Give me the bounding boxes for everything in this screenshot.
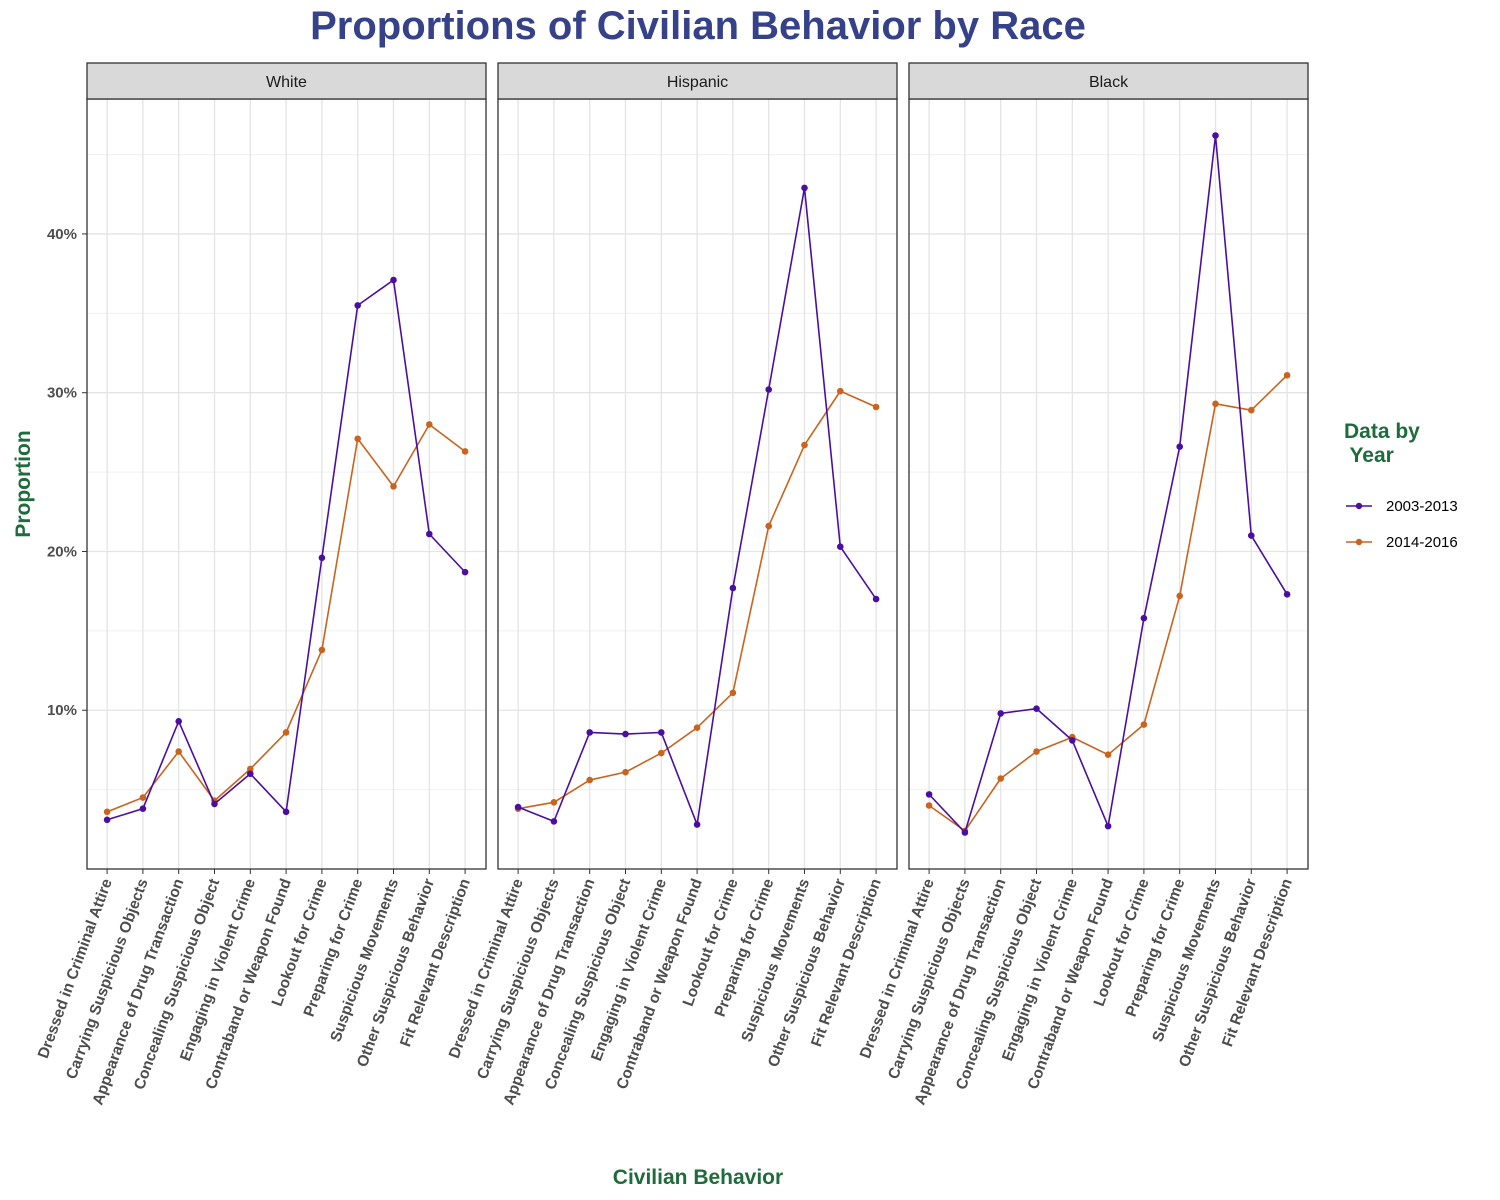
point-black-2003-2013-5 xyxy=(1104,822,1112,830)
point-black-2003-2013-4 xyxy=(1069,737,1076,744)
point-hispanic-2014-2016-4 xyxy=(658,749,665,757)
chart-title: Proportions of Civilian Behavior by Race xyxy=(310,4,1086,48)
point-hispanic-2014-2016-5 xyxy=(693,724,701,732)
point-black-2014-2016-6 xyxy=(1140,721,1148,728)
point-black-2014-2016-8 xyxy=(1212,400,1219,408)
point-black-2003-2013-8 xyxy=(1212,132,1219,139)
point-hispanic-2003-2013-6 xyxy=(729,584,737,592)
point-hispanic-2014-2016-10 xyxy=(872,403,880,411)
point-white-2014-2016-5 xyxy=(282,729,290,736)
point-white-2014-2016-8 xyxy=(390,483,397,490)
point-black-2014-2016-9 xyxy=(1248,406,1255,414)
point-black-2014-2016-0 xyxy=(925,802,933,809)
point-white-2003-2013-7 xyxy=(354,302,362,309)
point-white-2003-2013-8 xyxy=(390,276,397,284)
point-hispanic-2003-2013-4 xyxy=(658,729,665,736)
point-white-2014-2016-4 xyxy=(247,765,254,773)
point-black-2003-2013-7 xyxy=(1176,443,1183,450)
point-black-2014-2016-5 xyxy=(1104,751,1112,758)
point-black-2003-2013-9 xyxy=(1248,532,1255,539)
point-hispanic-2003-2013-5 xyxy=(693,821,701,828)
panel-white-label: White xyxy=(266,74,307,91)
y-tick-label-30: 30% xyxy=(47,385,77,402)
legend-key-2014-2016 xyxy=(1346,538,1372,546)
y-axis-title: Proportion xyxy=(12,430,35,537)
legend: Data by Year 2003-2013 2014-2016 xyxy=(1344,420,1458,560)
point-white-2003-2013-4 xyxy=(247,770,254,778)
point-black-2003-2013-3 xyxy=(1033,705,1040,712)
point-hispanic-2014-2016-9 xyxy=(837,387,844,395)
point-hispanic-2003-2013-10 xyxy=(872,595,880,603)
point-white-2003-2013-1 xyxy=(139,805,147,812)
point-hispanic-2003-2013-1 xyxy=(550,818,558,825)
point-black-2003-2013-10 xyxy=(1283,591,1291,598)
point-black-2014-2016-10 xyxy=(1283,371,1291,379)
x-axis-title: Civilian Behavior xyxy=(613,1166,783,1189)
y-tick-label-40: 40% xyxy=(47,226,77,243)
point-hispanic-2014-2016-3 xyxy=(622,768,629,776)
point-black-2014-2016-7 xyxy=(1176,592,1183,600)
point-black-2003-2013-2 xyxy=(997,710,1004,717)
point-white-2003-2013-10 xyxy=(461,568,469,576)
panel-hispanic-strip xyxy=(497,62,898,100)
point-white-2003-2013-5 xyxy=(282,808,290,816)
panel-white-strip xyxy=(86,62,487,100)
legend-title: Data by Year xyxy=(1344,420,1420,467)
point-white-2003-2013-3 xyxy=(211,800,218,808)
point-white-2003-2013-2 xyxy=(175,718,182,725)
panel-black-strip xyxy=(908,62,1309,100)
point-black-2003-2013-1 xyxy=(961,829,969,836)
point-hispanic-2014-2016-2 xyxy=(586,776,593,784)
point-hispanic-2003-2013-0 xyxy=(514,803,522,811)
panel-black-label: Black xyxy=(1089,74,1129,91)
point-white-2014-2016-6 xyxy=(318,646,326,654)
point-white-2014-2016-2 xyxy=(175,748,182,755)
point-hispanic-2003-2013-7 xyxy=(765,386,772,393)
legend-item-2003-2013: 2003-2013 xyxy=(1344,488,1458,524)
point-hispanic-2003-2013-8 xyxy=(801,184,808,192)
legend-key-2003-2013 xyxy=(1346,502,1372,510)
point-hispanic-2014-2016-1 xyxy=(550,799,558,806)
legend-label-2003-2013: 2003-2013 xyxy=(1386,497,1458,515)
point-white-2014-2016-7 xyxy=(354,435,362,443)
point-hispanic-2014-2016-6 xyxy=(729,689,737,697)
point-white-2014-2016-9 xyxy=(426,421,433,428)
point-black-2003-2013-0 xyxy=(925,791,933,798)
point-hispanic-2003-2013-3 xyxy=(622,730,629,738)
y-tick-label-10: 10% xyxy=(47,702,77,719)
point-hispanic-2003-2013-9 xyxy=(837,543,844,551)
point-white-2003-2013-9 xyxy=(426,530,433,538)
point-white-2014-2016-0 xyxy=(103,808,111,816)
legend-item-2014-2016: 2014-2016 xyxy=(1344,524,1458,560)
point-white-2014-2016-1 xyxy=(139,794,147,801)
point-black-2014-2016-2 xyxy=(997,775,1004,782)
point-black-2003-2013-6 xyxy=(1140,614,1148,622)
point-white-2003-2013-6 xyxy=(318,554,326,562)
point-hispanic-2014-2016-7 xyxy=(765,522,772,530)
y-tick-label-20: 20% xyxy=(47,543,77,560)
legend-label-2014-2016: 2014-2016 xyxy=(1386,533,1458,551)
point-white-2014-2016-10 xyxy=(461,448,469,455)
point-white-2003-2013-0 xyxy=(103,816,111,824)
point-hispanic-2014-2016-8 xyxy=(801,441,808,449)
point-hispanic-2003-2013-2 xyxy=(586,729,593,736)
panel-hispanic-label: Hispanic xyxy=(667,74,728,91)
point-black-2014-2016-3 xyxy=(1033,748,1040,755)
